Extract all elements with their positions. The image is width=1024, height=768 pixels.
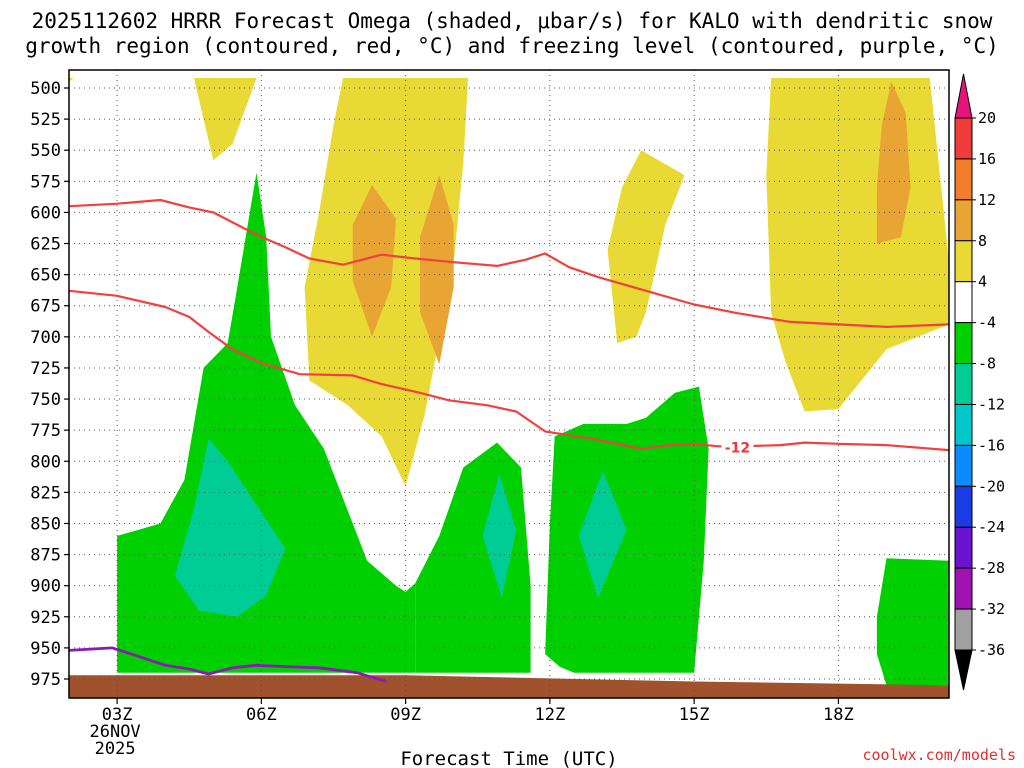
colorbar-tick-label: 20 (978, 109, 996, 127)
colorbar-bin (954, 240, 973, 283)
omega-orange-left (352, 185, 396, 337)
chart-title-line2: growth region (contoured, red, °C) and f… (25, 34, 999, 58)
y-tick-label: 825 (30, 483, 61, 503)
colorbar-tick-label: -32 (978, 600, 1005, 618)
colorbar-bin (954, 526, 973, 569)
dgz-upper-contour (69, 198, 949, 328)
chart-title-line1: 2025112602 HRRR Forecast Omega (shaded, … (32, 9, 993, 33)
y-tick-label: 750 (30, 390, 61, 410)
colorbar-bin (954, 485, 973, 528)
y-tick-label: 600 (30, 203, 61, 223)
x-tick-label: 03Z (102, 705, 133, 725)
colorbar-under-triangle (954, 649, 973, 691)
y-tick-label: 800 (30, 452, 61, 472)
x-tick-label: 18Z (823, 705, 854, 725)
omega-orange-right (876, 81, 911, 244)
omega-yellow-top-left (69, 78, 74, 82)
contour-layer: -12 (69, 198, 949, 683)
plot-frame (68, 69, 950, 699)
omega-teal-left (174, 438, 286, 617)
colorbar-tick-label: 8 (978, 232, 987, 250)
ground-surface (69, 675, 949, 698)
omega-teal-right (578, 471, 627, 599)
x-date-label-line2: 2025 (95, 739, 136, 759)
y-tick-label: 900 (30, 577, 61, 597)
y-tick-label: 500 (30, 79, 61, 99)
omega-green-right (545, 386, 709, 673)
y-tick-label: 925 (30, 608, 61, 628)
x-tick-label: 06Z (246, 705, 277, 725)
omega-yellow-spike (194, 78, 257, 161)
freezing-level-contour (69, 646, 387, 683)
colorbar-bin (954, 363, 973, 405)
colorbar: 20 16 12 8 4 -4 -8 -12 -16 -20 -24 -28 -32 -36 (954, 73, 1005, 691)
colorbar-tick-label: -20 (978, 477, 1005, 495)
colorbar-bin (954, 158, 973, 201)
colorbar-bin (954, 281, 973, 324)
colorbar-bin (954, 608, 973, 651)
y-tick-label: 650 (30, 266, 61, 286)
dgz-lower-contour (69, 289, 949, 452)
colorbar-tick-label: -28 (978, 559, 1005, 577)
credit-link[interactable]: coolwx.com/models (862, 746, 1016, 764)
colorbar-bin (954, 403, 973, 446)
x-tick-label: 12Z (535, 705, 566, 725)
colorbar-tick-label: 12 (978, 191, 996, 209)
colorbar-bin (954, 444, 973, 487)
y-tick-label: 850 (30, 514, 61, 534)
y-axis: 500 525 550 575 600 625 650 675 700 725 750 775 800 8… (30, 79, 69, 690)
terrain-layer (69, 675, 949, 698)
contour-label-bg (721, 438, 754, 456)
y-tick-label: 875 (30, 546, 61, 566)
colorbar-tick-label: -12 (978, 395, 1005, 413)
colorbar-bin (954, 322, 973, 365)
colorbar-tick-label: 4 (978, 273, 987, 291)
colorbar-over-triangle (954, 73, 973, 119)
colorbar-tick-label: -24 (978, 518, 1005, 536)
omega-orange-center (420, 175, 454, 365)
x-axis-label: Forecast Time (UTC) (400, 748, 617, 768)
x-date-label-line1: 26NOV (89, 722, 140, 742)
y-tick-label: 525 (30, 110, 61, 130)
y-tick-label: 775 (30, 421, 61, 441)
y-tick-label: 550 (30, 141, 61, 161)
y-tick-label: 725 (30, 359, 61, 379)
grid-layer (69, 70, 949, 698)
omega-teal-center (482, 473, 517, 599)
y-tick-label: 575 (30, 172, 61, 192)
colorbar-bin (954, 567, 973, 610)
omega-shading-layer (69, 78, 949, 686)
y-tick-label: 950 (30, 639, 61, 659)
colorbar-tick-label: -4 (978, 314, 996, 332)
colorbar-bin (954, 199, 973, 242)
contour-label-value: -12 (725, 441, 750, 457)
colorbar-tick-label: 16 (978, 150, 996, 168)
colorbar-tick-label: -16 (978, 436, 1005, 454)
x-tick-label: 09Z (390, 705, 421, 725)
omega-green-far-right (876, 558, 949, 686)
omega-yellow-mid (607, 150, 685, 344)
y-tick-label: 625 (30, 235, 61, 255)
colorbar-tick-label: -36 (978, 641, 1005, 659)
x-tick-label: 15Z (679, 705, 710, 725)
y-tick-label: 675 (30, 297, 61, 317)
colorbar-tick-label: -8 (978, 355, 996, 373)
y-tick-label: 700 (30, 328, 61, 348)
colorbar-bin (954, 117, 973, 160)
y-tick-label: 975 (30, 670, 61, 690)
